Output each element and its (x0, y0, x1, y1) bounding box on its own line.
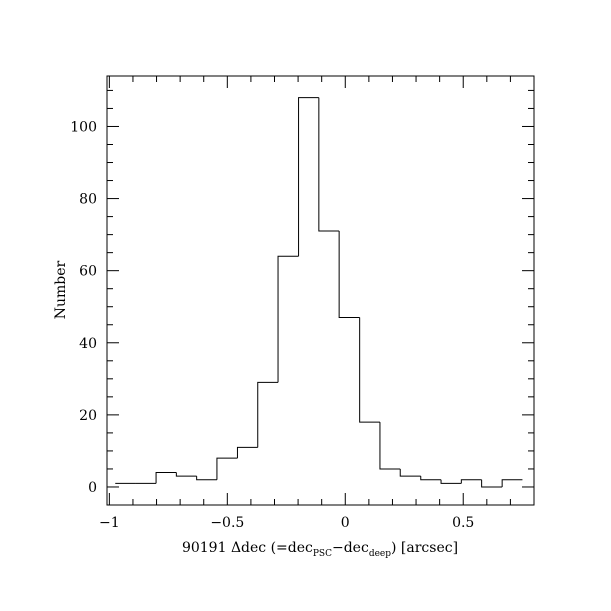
histogram-bin (257, 381, 279, 448)
x-label-part: ) [arcsec] (391, 540, 458, 556)
histogram-bin (318, 97, 340, 232)
x-label-part: −dec (332, 540, 369, 556)
x-tick-label: 0.5 (452, 515, 474, 531)
histogram-bin (155, 472, 177, 484)
x-tick-label: −1 (99, 515, 120, 531)
y-tick-label: 100 (70, 119, 97, 135)
histogram-bin (298, 97, 319, 257)
y-tick-label: 20 (79, 408, 97, 424)
histogram-bin (216, 457, 238, 480)
histogram-bin (420, 476, 442, 481)
histogram-bin (440, 479, 462, 484)
x-label-sub: PSC (313, 549, 332, 559)
histogram-bin (338, 231, 360, 319)
y-axis-label: Number (53, 260, 69, 319)
histogram-bin (379, 422, 401, 470)
histogram-bin (501, 479, 523, 487)
histogram-bin (277, 255, 299, 383)
y-tick-label: 60 (79, 264, 97, 280)
y-tick-label: 40 (79, 336, 97, 352)
y-tick-label: 80 (79, 192, 97, 208)
x-label-sub: deep (369, 549, 391, 559)
x-axis-label: 90191 Δdec (=decPSC−decdeep) [arcsec] (182, 540, 458, 559)
histogram-bin (236, 446, 258, 459)
plot-frame (106, 75, 535, 506)
x-label-part: 90191 Δdec (=dec (182, 540, 313, 556)
histogram-bin (481, 479, 503, 488)
histogram-bin (175, 472, 197, 477)
y-tick-label: 0 (88, 480, 97, 496)
histogram-bin (460, 479, 482, 484)
histogram-bin (359, 317, 380, 423)
x-tick-label: 0 (341, 515, 350, 531)
histogram-bin (399, 468, 421, 477)
x-tick-label: −0.5 (210, 515, 244, 531)
histogram-bin (196, 476, 217, 481)
